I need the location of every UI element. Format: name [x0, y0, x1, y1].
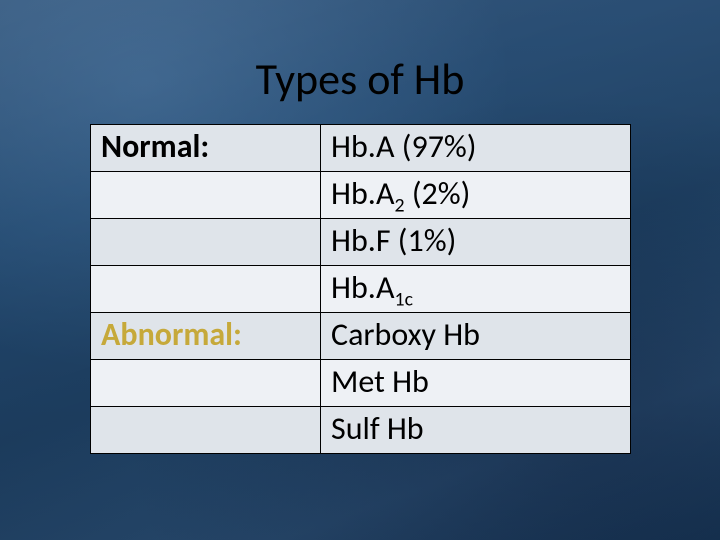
table-row: Hb.F (1%) [91, 219, 631, 266]
table-row: Abnormal: Carboxy Hb [91, 313, 631, 360]
table-cell-right: Met Hb [321, 360, 631, 407]
table-cell-right: Hb.A (97%) [321, 125, 631, 172]
table-row: Normal: Hb.A (97%) [91, 125, 631, 172]
slide-title: Types of Hb [0, 52, 720, 106]
hb-types-table-body: Normal: Hb.A (97%)Hb.A2 (2%)Hb.F (1%)Hb.A… [91, 125, 631, 454]
table-cell-right: Sulf Hb [321, 407, 631, 454]
table-cell-left [91, 172, 321, 219]
slide: Types of Hb Normal:Hb.A (97%)Hb.A2 (2%)H… [0, 0, 720, 540]
table-cell-right: Hb.A2 (2%) [321, 172, 631, 219]
table-cell-left: Abnormal: [91, 313, 321, 360]
table-cell-left: Normal: [91, 125, 321, 172]
hb-types-table: Normal: Hb.A (97%)Hb.A2 (2%)Hb.F (1%)Hb.A… [90, 124, 631, 454]
table-cell-left [91, 360, 321, 407]
table-row: Sulf Hb [91, 407, 631, 454]
table-row: Met Hb [91, 360, 631, 407]
table-cell-left [91, 219, 321, 266]
table-row: Hb.A1c [91, 266, 631, 313]
table-row: Hb.A2 (2%) [91, 172, 631, 219]
normal-label: Normal: [101, 127, 209, 166]
table-cell-right: Hb.F (1%) [321, 219, 631, 266]
table-cell-left [91, 266, 321, 313]
table-cell-right: Carboxy Hb [321, 313, 631, 360]
abnormal-label: Abnormal: [101, 315, 242, 354]
table-cell-left [91, 407, 321, 454]
table-cell-right: Hb.A1c [321, 266, 631, 313]
